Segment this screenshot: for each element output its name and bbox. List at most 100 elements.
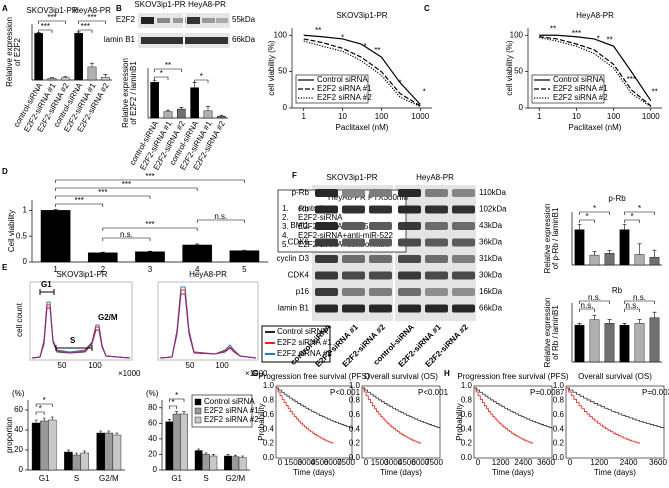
legend-number: 5. xyxy=(282,240,289,249)
significance-bracket xyxy=(55,195,151,199)
band xyxy=(425,271,448,280)
band xyxy=(315,222,338,230)
flow-frame xyxy=(157,281,259,361)
significance-label: * xyxy=(630,212,633,221)
band xyxy=(315,205,338,214)
band xyxy=(342,288,365,296)
band xyxy=(398,205,421,214)
x-tick-label: 10 xyxy=(338,112,347,121)
flow-curve xyxy=(159,293,257,359)
legend-label: Control siRNA xyxy=(204,397,255,406)
error-bar xyxy=(148,250,152,252)
phase-label: G2/M xyxy=(98,313,118,322)
p-value: P=0.0087 xyxy=(530,388,565,397)
error-bar xyxy=(577,224,582,230)
significance-label: *** xyxy=(145,172,154,181)
y-axis-label: Relative expression xyxy=(543,204,552,274)
band-label: BMI1 xyxy=(290,221,309,230)
bar xyxy=(61,77,70,81)
y-tick-label: 50 xyxy=(278,67,287,76)
bar xyxy=(163,111,173,119)
significance-label: * xyxy=(593,204,596,213)
y-tick-label: 100 xyxy=(510,30,524,39)
legend-swatch xyxy=(194,416,202,424)
significance-bracket xyxy=(624,300,655,304)
bar xyxy=(180,413,188,471)
x-unit: ×1000 xyxy=(118,369,141,378)
y-axis-label: cell count xyxy=(15,302,24,337)
line xyxy=(539,34,652,102)
band xyxy=(425,304,448,313)
y-tick-label: 20 xyxy=(148,450,157,459)
bar xyxy=(87,252,118,263)
y-tick-label: 0 xyxy=(283,103,288,112)
band xyxy=(369,205,392,214)
band-label: cyclin D3 xyxy=(277,254,310,263)
y-tick-label: 40 xyxy=(148,434,157,443)
y-tick-label: 1 xyxy=(23,205,28,214)
km-frame xyxy=(361,385,441,459)
error-bar xyxy=(115,432,119,435)
error-bar xyxy=(195,243,200,245)
band xyxy=(369,288,392,296)
y-tick-label: 0.0 xyxy=(263,453,275,462)
panel-letter: D xyxy=(2,167,8,176)
band xyxy=(342,271,365,280)
band xyxy=(452,205,475,214)
error-bar xyxy=(607,319,612,324)
bar xyxy=(216,116,226,119)
x-tick-label: G2/M xyxy=(226,474,246,483)
significance-bracket xyxy=(196,219,245,223)
x-tick-label: 2400 xyxy=(514,458,532,467)
y-tick-label: 0.0 xyxy=(553,453,565,462)
band xyxy=(398,222,421,230)
y-axis-label: cell viability (%) xyxy=(505,40,514,95)
band xyxy=(216,18,228,23)
x-tick-label: 1 xyxy=(537,112,542,121)
y-axis-label: Probability xyxy=(257,403,266,440)
significance-label: n.s. xyxy=(588,293,601,302)
band-size: 66kDa xyxy=(479,304,503,313)
line xyxy=(303,38,421,107)
band xyxy=(452,189,475,197)
y-tick-label: 0.6 xyxy=(461,410,473,419)
x-tick-label: 2400 xyxy=(620,458,638,467)
p-value: P<0.001 xyxy=(330,388,361,397)
x-tick-label: 0 xyxy=(278,458,283,467)
significance-bracket xyxy=(579,300,610,304)
legend-text: E2F2-siRNA+anti-miR-522 xyxy=(298,231,393,240)
band xyxy=(342,304,365,313)
band xyxy=(369,222,392,230)
band xyxy=(342,189,365,197)
error-bar xyxy=(219,114,224,117)
significance-label: * xyxy=(597,35,600,44)
panel-letter: B xyxy=(116,4,122,13)
bar xyxy=(589,319,600,363)
y-axis-label: of Rb / laminB1 xyxy=(551,305,560,360)
bar xyxy=(238,457,247,471)
km-frame xyxy=(565,385,665,459)
bar xyxy=(47,77,57,81)
significance-label: n.s. xyxy=(214,212,227,221)
significance-label: * xyxy=(423,88,426,97)
bar xyxy=(231,456,240,471)
y-axis-label: Relative expression xyxy=(5,17,14,87)
bar xyxy=(100,76,110,81)
y-tick-label: 0.4 xyxy=(461,424,473,433)
significance-label: *** xyxy=(145,220,154,229)
km-title: Progression free survival (PFS) xyxy=(457,372,568,381)
significance-bracket xyxy=(624,219,640,223)
km-title: Overall survival (OS) xyxy=(364,372,438,381)
band xyxy=(369,304,392,313)
unit-label: (%) xyxy=(12,389,25,398)
band xyxy=(315,271,338,280)
x-tick-label: 100 xyxy=(375,112,389,121)
band xyxy=(369,255,392,263)
x-tick-label: 0 xyxy=(364,458,369,467)
significance-label: * xyxy=(398,79,401,88)
x-tick-label: 50 xyxy=(186,361,195,370)
p-value: P=0.0033 xyxy=(642,388,669,397)
y-axis-label: of E2F2 xyxy=(13,37,22,66)
band xyxy=(141,17,154,24)
